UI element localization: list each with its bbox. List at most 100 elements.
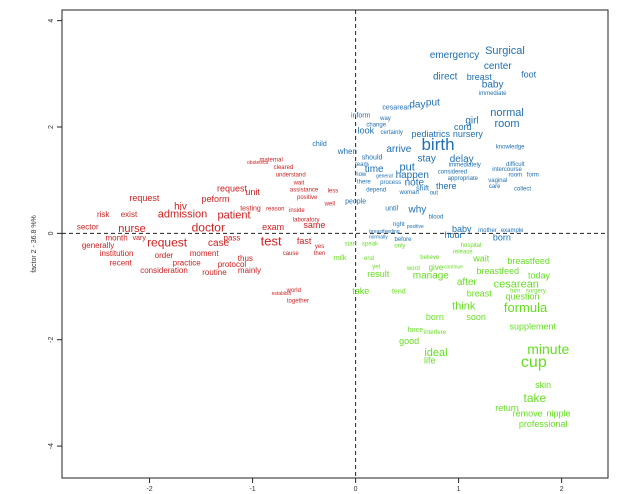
word-label: month xyxy=(105,233,127,242)
word-label: test xyxy=(261,233,282,248)
word-label: hiv xyxy=(174,201,187,212)
word-label: professional xyxy=(519,419,568,429)
word-label: pediatrics xyxy=(412,129,451,139)
word-label: appropriate xyxy=(448,176,479,182)
word-label: room xyxy=(508,172,522,178)
word-label: nursery xyxy=(453,129,484,139)
word-label: happen xyxy=(396,170,429,181)
word-label: wait xyxy=(472,253,490,263)
word-label: there xyxy=(436,181,457,191)
word-label: doctor xyxy=(192,221,225,235)
word-label: direct xyxy=(433,72,458,83)
word-label: obstetrics xyxy=(247,160,269,166)
word-label: general xyxy=(376,173,393,179)
word-label: patient xyxy=(218,210,251,222)
word-label: stay xyxy=(418,154,436,165)
word-label: cause xyxy=(283,251,300,257)
word-label: yes xyxy=(315,244,324,250)
word-label: yet xyxy=(372,264,380,270)
word-label: good xyxy=(399,336,419,346)
word-label: birth xyxy=(421,135,454,154)
word-label: out xyxy=(430,191,439,197)
x-tick-label: -2 xyxy=(146,486,152,493)
word-label: understand xyxy=(276,172,306,178)
word-label: inside xyxy=(289,208,305,214)
word-label: minute xyxy=(527,341,569,357)
word-label: right xyxy=(393,222,405,228)
word-label: admission xyxy=(158,209,208,221)
word-label: exist xyxy=(121,210,138,219)
word-label: cesarean xyxy=(382,105,411,112)
word-label: hospital xyxy=(461,243,482,249)
word-label: manage xyxy=(413,271,450,282)
y-tick-label: 0 xyxy=(48,231,55,235)
word-label: hour xyxy=(444,230,462,240)
word-label: normal xyxy=(490,107,524,119)
word-label: end xyxy=(364,256,374,262)
word-label: example xyxy=(501,228,524,234)
word-label: continue xyxy=(444,265,463,271)
word-label: cord xyxy=(454,122,472,132)
word-label: breastfeed xyxy=(477,266,520,276)
word-label: start xyxy=(345,242,357,248)
word-label: breastfeed xyxy=(507,256,550,266)
word-label: shift xyxy=(416,186,429,193)
word-label: time xyxy=(365,164,384,175)
word-label: until xyxy=(385,206,398,213)
word-label: establish xyxy=(272,291,292,297)
word-label: protocol xyxy=(218,260,247,269)
word-label: give xyxy=(429,263,444,272)
word-label: positive xyxy=(407,224,424,230)
word-label: woman xyxy=(399,190,419,196)
word-label: moment xyxy=(190,249,220,258)
word-label: world xyxy=(286,288,301,294)
word-label: vary xyxy=(133,235,147,242)
word-label: before xyxy=(394,237,412,243)
word-label: recent xyxy=(110,258,133,267)
word-label: inform xyxy=(351,113,371,120)
word-label: believe xyxy=(420,255,440,261)
word-label: should xyxy=(362,155,383,162)
x-tick-label: 0 xyxy=(354,486,358,493)
word-label: vaginal xyxy=(488,178,507,184)
word-label: people xyxy=(345,198,366,205)
y-tick-label: -4 xyxy=(48,443,55,449)
word-label: change xyxy=(366,122,386,128)
word-label: baby xyxy=(482,80,504,91)
word-label: girl xyxy=(465,115,478,126)
word-label: testing xyxy=(240,206,261,213)
y-tick-label: -2 xyxy=(48,337,55,343)
y-tick-label: 2 xyxy=(48,125,55,129)
word-label: tend xyxy=(392,289,406,296)
word-label: return xyxy=(495,403,519,413)
word-label: breast xyxy=(467,72,493,82)
word-label: word xyxy=(406,266,420,272)
word-label: room xyxy=(495,118,520,130)
word-label: put xyxy=(426,98,440,109)
word-label: practice xyxy=(173,258,202,267)
x-tick-label: -1 xyxy=(249,486,255,493)
word-label: generally xyxy=(82,241,114,250)
word-label: cleared xyxy=(274,165,294,171)
word-label: team xyxy=(355,162,368,168)
word-label: unit xyxy=(245,187,260,197)
word-label: skin xyxy=(535,380,551,390)
word-label: only xyxy=(394,244,405,250)
word-label: case xyxy=(208,238,230,249)
word-label: cup xyxy=(521,354,547,371)
word-label: nipple xyxy=(547,409,571,419)
word-label: baby xyxy=(452,224,472,234)
word-label: breast xyxy=(467,288,493,298)
x-tick-label: 1 xyxy=(457,486,461,493)
word-label: speak xyxy=(362,242,379,248)
word-label: center xyxy=(484,61,512,72)
word-label: child xyxy=(312,141,327,148)
word-label: ideal xyxy=(424,347,447,359)
word-label: think xyxy=(452,301,476,313)
word-label: care xyxy=(489,184,501,190)
word-label: turn xyxy=(510,288,520,294)
word-label: wait xyxy=(293,180,305,186)
word-label: laboratory xyxy=(293,218,320,224)
